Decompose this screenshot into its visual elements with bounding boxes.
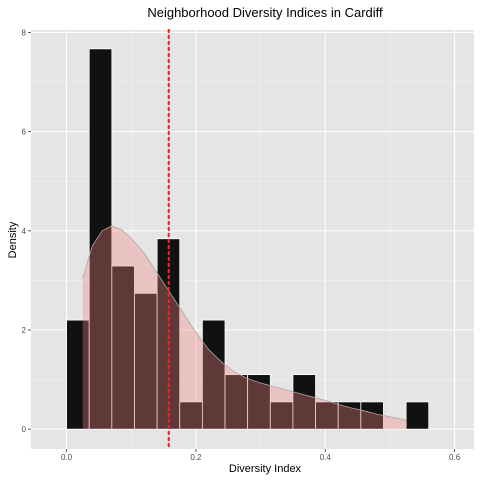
y-tick-label: 4	[22, 227, 27, 236]
y-tick-label: 0	[22, 425, 27, 434]
density-layer	[82, 225, 407, 430]
density-area	[82, 225, 407, 430]
y-tick-label: 6	[22, 128, 27, 137]
x-tick-label: 0.2	[190, 453, 202, 462]
density-curve-line	[82, 225, 407, 421]
histogram-bars	[66, 48, 430, 430]
y-tick-label: 2	[22, 326, 27, 335]
x-tick-label: 0.0	[61, 453, 73, 462]
chart-title: Neighborhood Diversity Indices in Cardif…	[147, 5, 383, 20]
x-axis-label: Diversity Index	[229, 463, 302, 475]
histogram-bar-16	[405, 401, 430, 430]
x-tick-label: 0.4	[320, 453, 332, 462]
y-tick-label: 8	[22, 28, 27, 37]
x-axis: 0.0 0.2 0.4 0.6	[61, 449, 461, 462]
x-tick-label: 0.6	[449, 453, 461, 462]
y-axis: 0 2 4 6 8	[22, 28, 31, 434]
histogram-bar-2	[88, 48, 113, 430]
major-gridlines	[31, 30, 474, 449]
histogram-bar-5	[156, 238, 181, 430]
y-axis-label: Density	[7, 221, 19, 258]
